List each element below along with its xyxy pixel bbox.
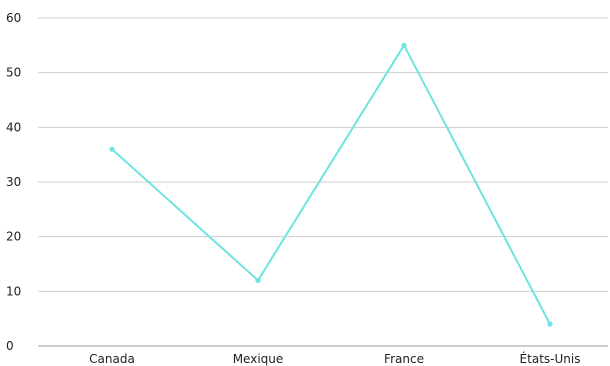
y-tick-label: 30 bbox=[6, 175, 21, 189]
y-tick-label: 20 bbox=[6, 230, 21, 244]
data-point bbox=[255, 277, 261, 283]
series-layer bbox=[109, 42, 553, 327]
y-tick-label: 40 bbox=[6, 120, 21, 134]
data-point bbox=[109, 146, 115, 152]
x-tick-label: Canada bbox=[89, 352, 135, 366]
data-point bbox=[547, 321, 553, 327]
x-tick-label: États-Unis bbox=[520, 351, 581, 366]
y-tick-label: 10 bbox=[6, 284, 21, 298]
y-tick-label: 0 bbox=[6, 339, 14, 353]
grid-layer bbox=[38, 17, 608, 347]
y-tick-label: 50 bbox=[6, 66, 21, 80]
series-line bbox=[111, 44, 551, 326]
x-tick-label: France bbox=[384, 352, 424, 366]
y-tick-label: 60 bbox=[6, 11, 21, 25]
data-point bbox=[401, 42, 407, 48]
x-axis-labels: Canada Mexique France États-Unis bbox=[89, 351, 580, 366]
y-axis-labels: 0 10 20 30 40 50 60 bbox=[6, 11, 21, 353]
x-tick-label: Mexique bbox=[233, 352, 284, 366]
